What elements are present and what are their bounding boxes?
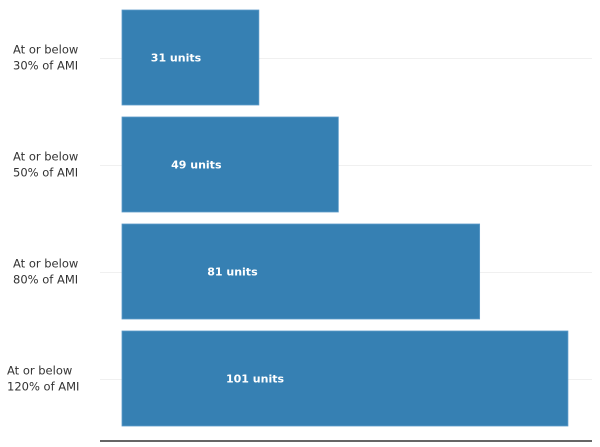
category-label: 30% of AMI [13,59,78,73]
data-label: 49 units [171,159,222,172]
category-label: At or below [13,43,78,57]
bar [121,9,260,106]
bar [121,116,339,213]
data-label: 81 units [207,266,258,279]
category-label: At or below [13,150,78,164]
data-label: 31 units [151,52,202,65]
bar [121,330,569,427]
category-label: 80% of AMI [13,273,78,287]
category-label: At or below [13,257,78,271]
bar [121,223,481,320]
category-label: At or below [7,364,72,378]
category-label: 120% of AMI [7,380,79,394]
data-label: 101 units [226,373,284,386]
category-label: 50% of AMI [13,166,78,180]
